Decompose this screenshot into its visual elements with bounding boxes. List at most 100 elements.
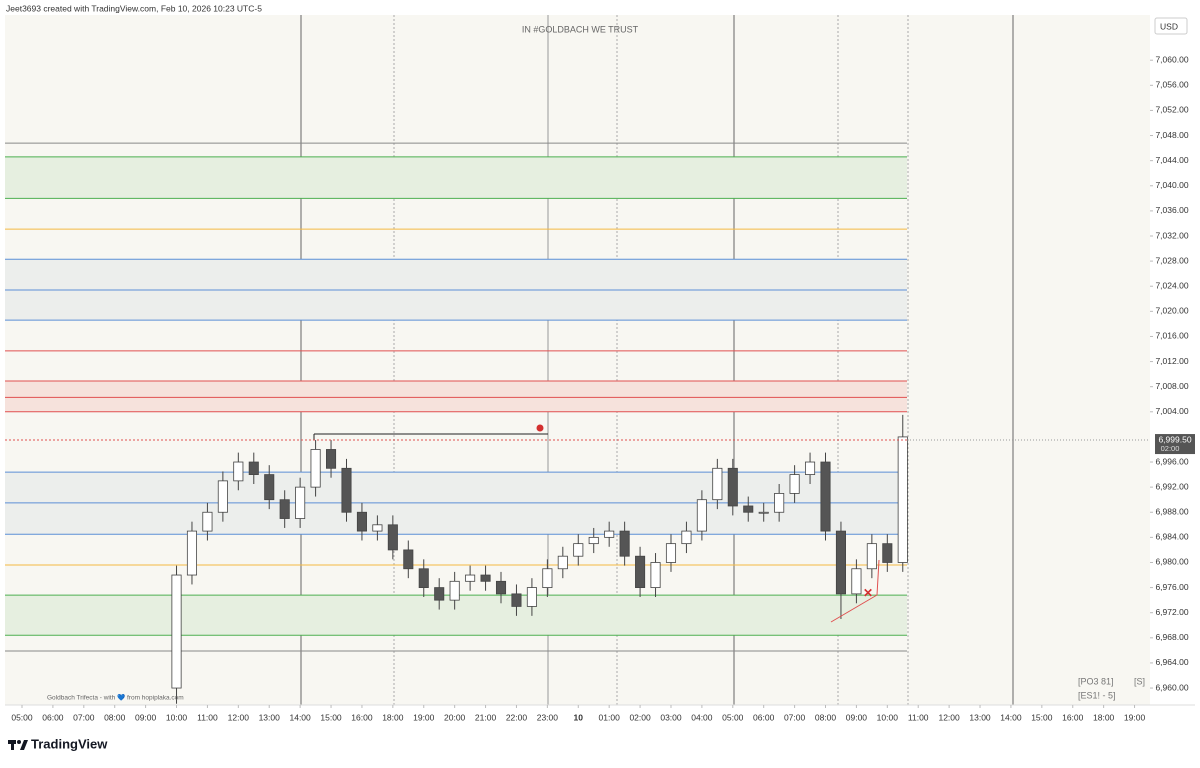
candle-body	[681, 530, 692, 545]
x-tick-label: 18:00	[382, 712, 404, 722]
y-tick-label: 7,008.00	[1155, 381, 1188, 391]
y-tick-label: 6,980.00	[1155, 557, 1188, 567]
legend-label: [PO3 81]	[1078, 676, 1114, 686]
y-tick-label: 7,016.00	[1155, 331, 1188, 341]
x-tick-label: 09:00	[846, 712, 868, 722]
candle-body	[604, 530, 615, 538]
x-tick-label: 07:00	[73, 712, 95, 722]
plot-background	[5, 15, 1150, 705]
x-tick-label: 07:00	[784, 712, 806, 722]
y-tick-label: 6,976.00	[1155, 582, 1188, 592]
candle-body	[326, 449, 337, 469]
x-tick-label: 12:00	[938, 712, 960, 722]
x-tick-label: 05:00	[722, 712, 744, 722]
marker-icon	[536, 424, 544, 432]
y-tick-label: 7,012.00	[1155, 356, 1188, 366]
x-tick-label: 23:00	[537, 712, 559, 722]
y-tick-label: 7,032.00	[1155, 230, 1188, 240]
x-tick-label: 10	[574, 712, 584, 722]
y-tick-label: 7,028.00	[1155, 255, 1188, 265]
footer-logo: TradingView	[31, 736, 108, 751]
candle-body	[295, 486, 306, 519]
candle-body	[696, 499, 707, 532]
candle-body	[387, 524, 398, 551]
zone	[5, 595, 907, 636]
candle-body	[217, 480, 228, 513]
candle-body	[171, 574, 182, 689]
y-tick-label: 7,024.00	[1155, 280, 1188, 290]
x-tick-label: 12:00	[228, 712, 250, 722]
candle-body	[882, 543, 893, 563]
x-tick-label: 15:00	[320, 712, 342, 722]
logo-mark	[11, 744, 14, 750]
logo-mark	[20, 740, 28, 750]
x-tick-label: 06:00	[42, 712, 64, 722]
last-price-box	[1155, 434, 1195, 455]
x-tick-label: 10:00	[166, 712, 188, 722]
cross-marker: ✕	[863, 586, 873, 600]
candle-body	[789, 474, 800, 494]
y-tick-label: 6,984.00	[1155, 532, 1188, 542]
candle-body	[480, 574, 491, 582]
logo-mark	[17, 740, 21, 744]
x-tick-label: 01:00	[599, 712, 621, 722]
candle-body	[310, 449, 321, 488]
candle-body	[202, 511, 213, 532]
candle-body	[758, 511, 769, 514]
x-tick-label: 04:00	[691, 712, 713, 722]
levels	[5, 142, 907, 652]
y-tick-label: 7,052.00	[1155, 105, 1188, 115]
x-tick-label: 22:00	[506, 712, 528, 722]
x-tick-label: 18:00	[1093, 712, 1115, 722]
chart-title: IN #GOLDBACH WE TRUST	[522, 24, 639, 34]
candle-body	[526, 587, 537, 607]
candle-body	[449, 580, 460, 601]
candle-body	[356, 511, 367, 532]
candle-body	[403, 549, 414, 570]
candle-body	[712, 467, 723, 501]
last-price-label: 6,999.50	[1158, 434, 1191, 444]
x-tick-label: 11:00	[197, 712, 218, 722]
x-tick-label: 05:00	[11, 712, 33, 722]
candle-body	[418, 568, 429, 588]
x-tick-label: 08:00	[104, 712, 126, 722]
candle-body	[495, 580, 507, 595]
candle-body	[511, 593, 522, 607]
x-tick-label: 08:00	[815, 712, 837, 722]
zone	[5, 381, 907, 412]
candle-body	[186, 530, 198, 576]
price-axis	[1150, 15, 1195, 705]
candle-body	[635, 555, 646, 588]
y-tick-label: 6,964.00	[1155, 657, 1188, 667]
x-tick-label: 14:00	[289, 712, 311, 722]
x-tick-label: 06:00	[753, 712, 775, 722]
candle-body	[665, 543, 677, 563]
y-tick-label: 6,960.00	[1155, 682, 1188, 692]
candle-body	[619, 530, 630, 557]
candle-body	[573, 543, 584, 557]
candle-body	[650, 562, 661, 588]
y-tick-label: 6,992.00	[1155, 481, 1188, 491]
session-lines	[300, 15, 1014, 705]
candles	[171, 414, 908, 704]
candle-body	[851, 568, 862, 595]
y-tick-label: 7,056.00	[1155, 80, 1188, 90]
candle-body	[542, 568, 553, 588]
x-tick-label: 16:00	[351, 712, 373, 722]
y-tick-label: 6,972.00	[1155, 607, 1188, 617]
candle-body	[743, 505, 754, 513]
candle-body	[233, 461, 244, 482]
candle-body	[465, 574, 476, 582]
x-tick-label: 02:00	[629, 712, 651, 722]
x-tick-label: 11:00	[908, 712, 929, 722]
y-tick-label: 7,048.00	[1155, 130, 1188, 140]
candle-body	[372, 524, 383, 532]
y-tick-label: 7,040.00	[1155, 180, 1188, 190]
countdown: 02:00	[1161, 444, 1180, 453]
x-tick-label: 10:00	[877, 712, 899, 722]
candle-body	[774, 493, 785, 513]
logo-mark	[8, 740, 16, 744]
candle-body	[279, 499, 290, 519]
